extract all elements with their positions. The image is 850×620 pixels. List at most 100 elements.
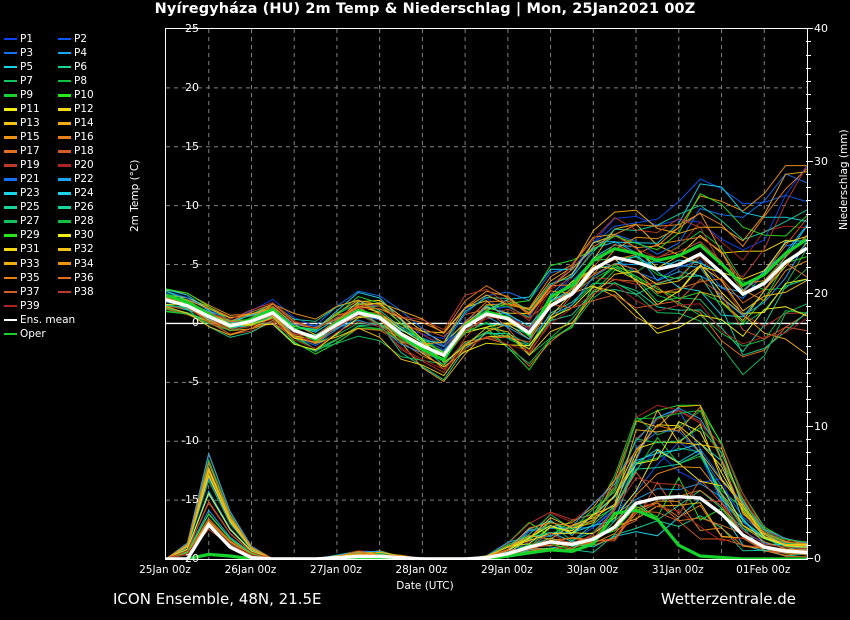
legend-swatch-icon — [58, 290, 71, 294]
legend-item-p18: P18 — [58, 144, 106, 158]
y-axis-right-tick: 10 — [814, 419, 828, 433]
legend-item-p34: P34 — [58, 257, 106, 271]
ensemble-spaghetti-chart — [166, 29, 807, 559]
y-axis-right-minor-tick — [806, 147, 811, 149]
legend-item-p16: P16 — [58, 130, 106, 144]
legend-item-label: P29 — [20, 229, 40, 242]
footer-source: Wetterzentrale.de — [660, 590, 796, 608]
legend-swatch-icon — [58, 79, 71, 83]
legend-item-label: P32 — [74, 243, 94, 256]
legend: P1 P2 P3 P4 P5 P6 P7 P8 P9 P10 P11 P12 P13 P14 P15 P16 P… — [4, 32, 122, 341]
legend-item-label: P34 — [74, 257, 94, 270]
legend-item-label: P10 — [74, 88, 94, 101]
legend-item-p21: P21 — [4, 172, 52, 186]
legend-item-p10: P10 — [58, 88, 106, 102]
legend-item-label: P6 — [74, 60, 88, 73]
y-axis-right-minor-tick — [806, 518, 811, 520]
legend-item-label: P16 — [74, 131, 94, 144]
y-axis-right-minor-tick — [806, 319, 811, 321]
y-axis-right-tick: 20 — [814, 287, 828, 300]
y-axis-right-minor-tick — [806, 531, 811, 533]
y-axis-right-tick: 30 — [814, 154, 828, 168]
legend-item-label: P11 — [20, 103, 40, 115]
legend-swatch-icon — [4, 178, 17, 181]
legend-item-label: P27 — [20, 215, 40, 228]
legend-item-p39: P39 — [4, 299, 52, 313]
y-axis-right-minor-tick — [806, 107, 811, 109]
legend-swatch-icon — [4, 122, 17, 125]
y-axis-right-minor-tick — [806, 544, 811, 546]
legend-item-label: P30 — [74, 229, 94, 242]
y-axis-right-minor-tick — [806, 505, 811, 506]
y-axis-right-minor-tick — [806, 491, 811, 493]
legend-item-p30: P30 — [58, 229, 106, 243]
x-axis-tick: 30Jan 00z — [566, 564, 619, 576]
legend-item-label: P33 — [20, 257, 40, 270]
legend-item-p14: P14 — [58, 116, 106, 130]
legend-swatch-icon — [4, 262, 17, 266]
legend-item-label: P22 — [74, 173, 94, 186]
legend-item-label: P23 — [20, 187, 40, 200]
y-axis-right-minor-tick — [806, 452, 811, 453]
y-axis-right-minor-tick — [806, 187, 811, 188]
legend-swatch-icon — [58, 51, 71, 55]
legend-item-label: P13 — [20, 117, 40, 130]
legend-item-label: P37 — [20, 285, 40, 298]
legend-item-label: P38 — [74, 285, 94, 298]
legend-swatch-icon — [4, 192, 17, 195]
legend-item-p35: P35 — [4, 271, 52, 285]
y-axis-left-tick: 0 — [192, 316, 199, 330]
legend-item-p1: P1 — [4, 32, 52, 46]
legend-item-label: P20 — [74, 159, 94, 172]
x-axis-tick: 31Jan 00z — [651, 564, 704, 576]
legend-swatch-icon — [58, 220, 71, 223]
legend-item-label: P12 — [74, 103, 94, 115]
legend-item-label: P25 — [20, 201, 40, 214]
legend-item-p24: P24 — [58, 187, 106, 201]
legend-swatch-icon — [4, 65, 17, 69]
y-axis-right-minor-tick — [806, 67, 811, 69]
x-axis-tick: 25Jan 00z — [139, 564, 191, 576]
y-axis-right-major-tick — [806, 160, 813, 162]
legend-item-p22: P22 — [58, 172, 106, 186]
legend-swatch-icon — [58, 150, 71, 153]
y-axis-right-minor-tick — [806, 54, 811, 56]
legend-swatch-icon — [4, 332, 17, 336]
legend-swatch-icon — [4, 206, 17, 209]
legend-item-label: P17 — [20, 145, 40, 158]
legend-item-p15: P15 — [4, 130, 52, 144]
legend-swatch-icon — [58, 136, 71, 139]
legend-swatch-icon — [58, 234, 71, 237]
legend-swatch-icon — [4, 150, 17, 153]
legend-item-oper: Oper — [4, 327, 106, 341]
y-axis-right-major-tick — [806, 293, 813, 294]
y-axis-left-tick: -5 — [188, 375, 199, 389]
legend-item-p17: P17 — [4, 144, 52, 158]
y-axis-right-minor-tick — [806, 438, 811, 440]
y-axis-right-minor-tick — [806, 213, 811, 215]
legend-item-label: P8 — [74, 74, 88, 87]
legend-swatch-icon — [58, 164, 71, 167]
y-axis-right-minor-tick — [806, 465, 811, 467]
y-axis-left-tick: 15 — [185, 139, 199, 153]
legend-item-label: P26 — [74, 201, 94, 214]
y-axis-left-label: 2m Temp (°C) — [129, 159, 141, 232]
legend-swatch-icon — [4, 79, 17, 83]
legend-swatch-icon — [4, 220, 17, 223]
legend-swatch-icon — [58, 93, 71, 97]
legend-item-p19: P19 — [4, 158, 52, 172]
legend-swatch-icon — [58, 262, 71, 266]
y-axis-right-minor-tick — [806, 134, 811, 135]
y-axis-right-tick: 40 — [814, 22, 828, 35]
legend-item-p7: P7 — [4, 74, 52, 88]
legend-swatch-icon — [4, 276, 17, 280]
y-axis-left-tick: -10 — [181, 434, 199, 448]
y-axis-right-minor-tick — [806, 412, 811, 414]
page-title: Nyíregyháza (HU) 2m Temp & Niederschlag … — [154, 1, 696, 17]
legend-swatch-icon — [58, 248, 71, 252]
legend-swatch-icon — [4, 248, 17, 252]
legend-swatch-icon — [4, 304, 17, 308]
chart-plot-area — [165, 28, 808, 560]
y-axis-right-major-tick — [806, 425, 813, 427]
legend-item-label: P15 — [20, 131, 40, 144]
